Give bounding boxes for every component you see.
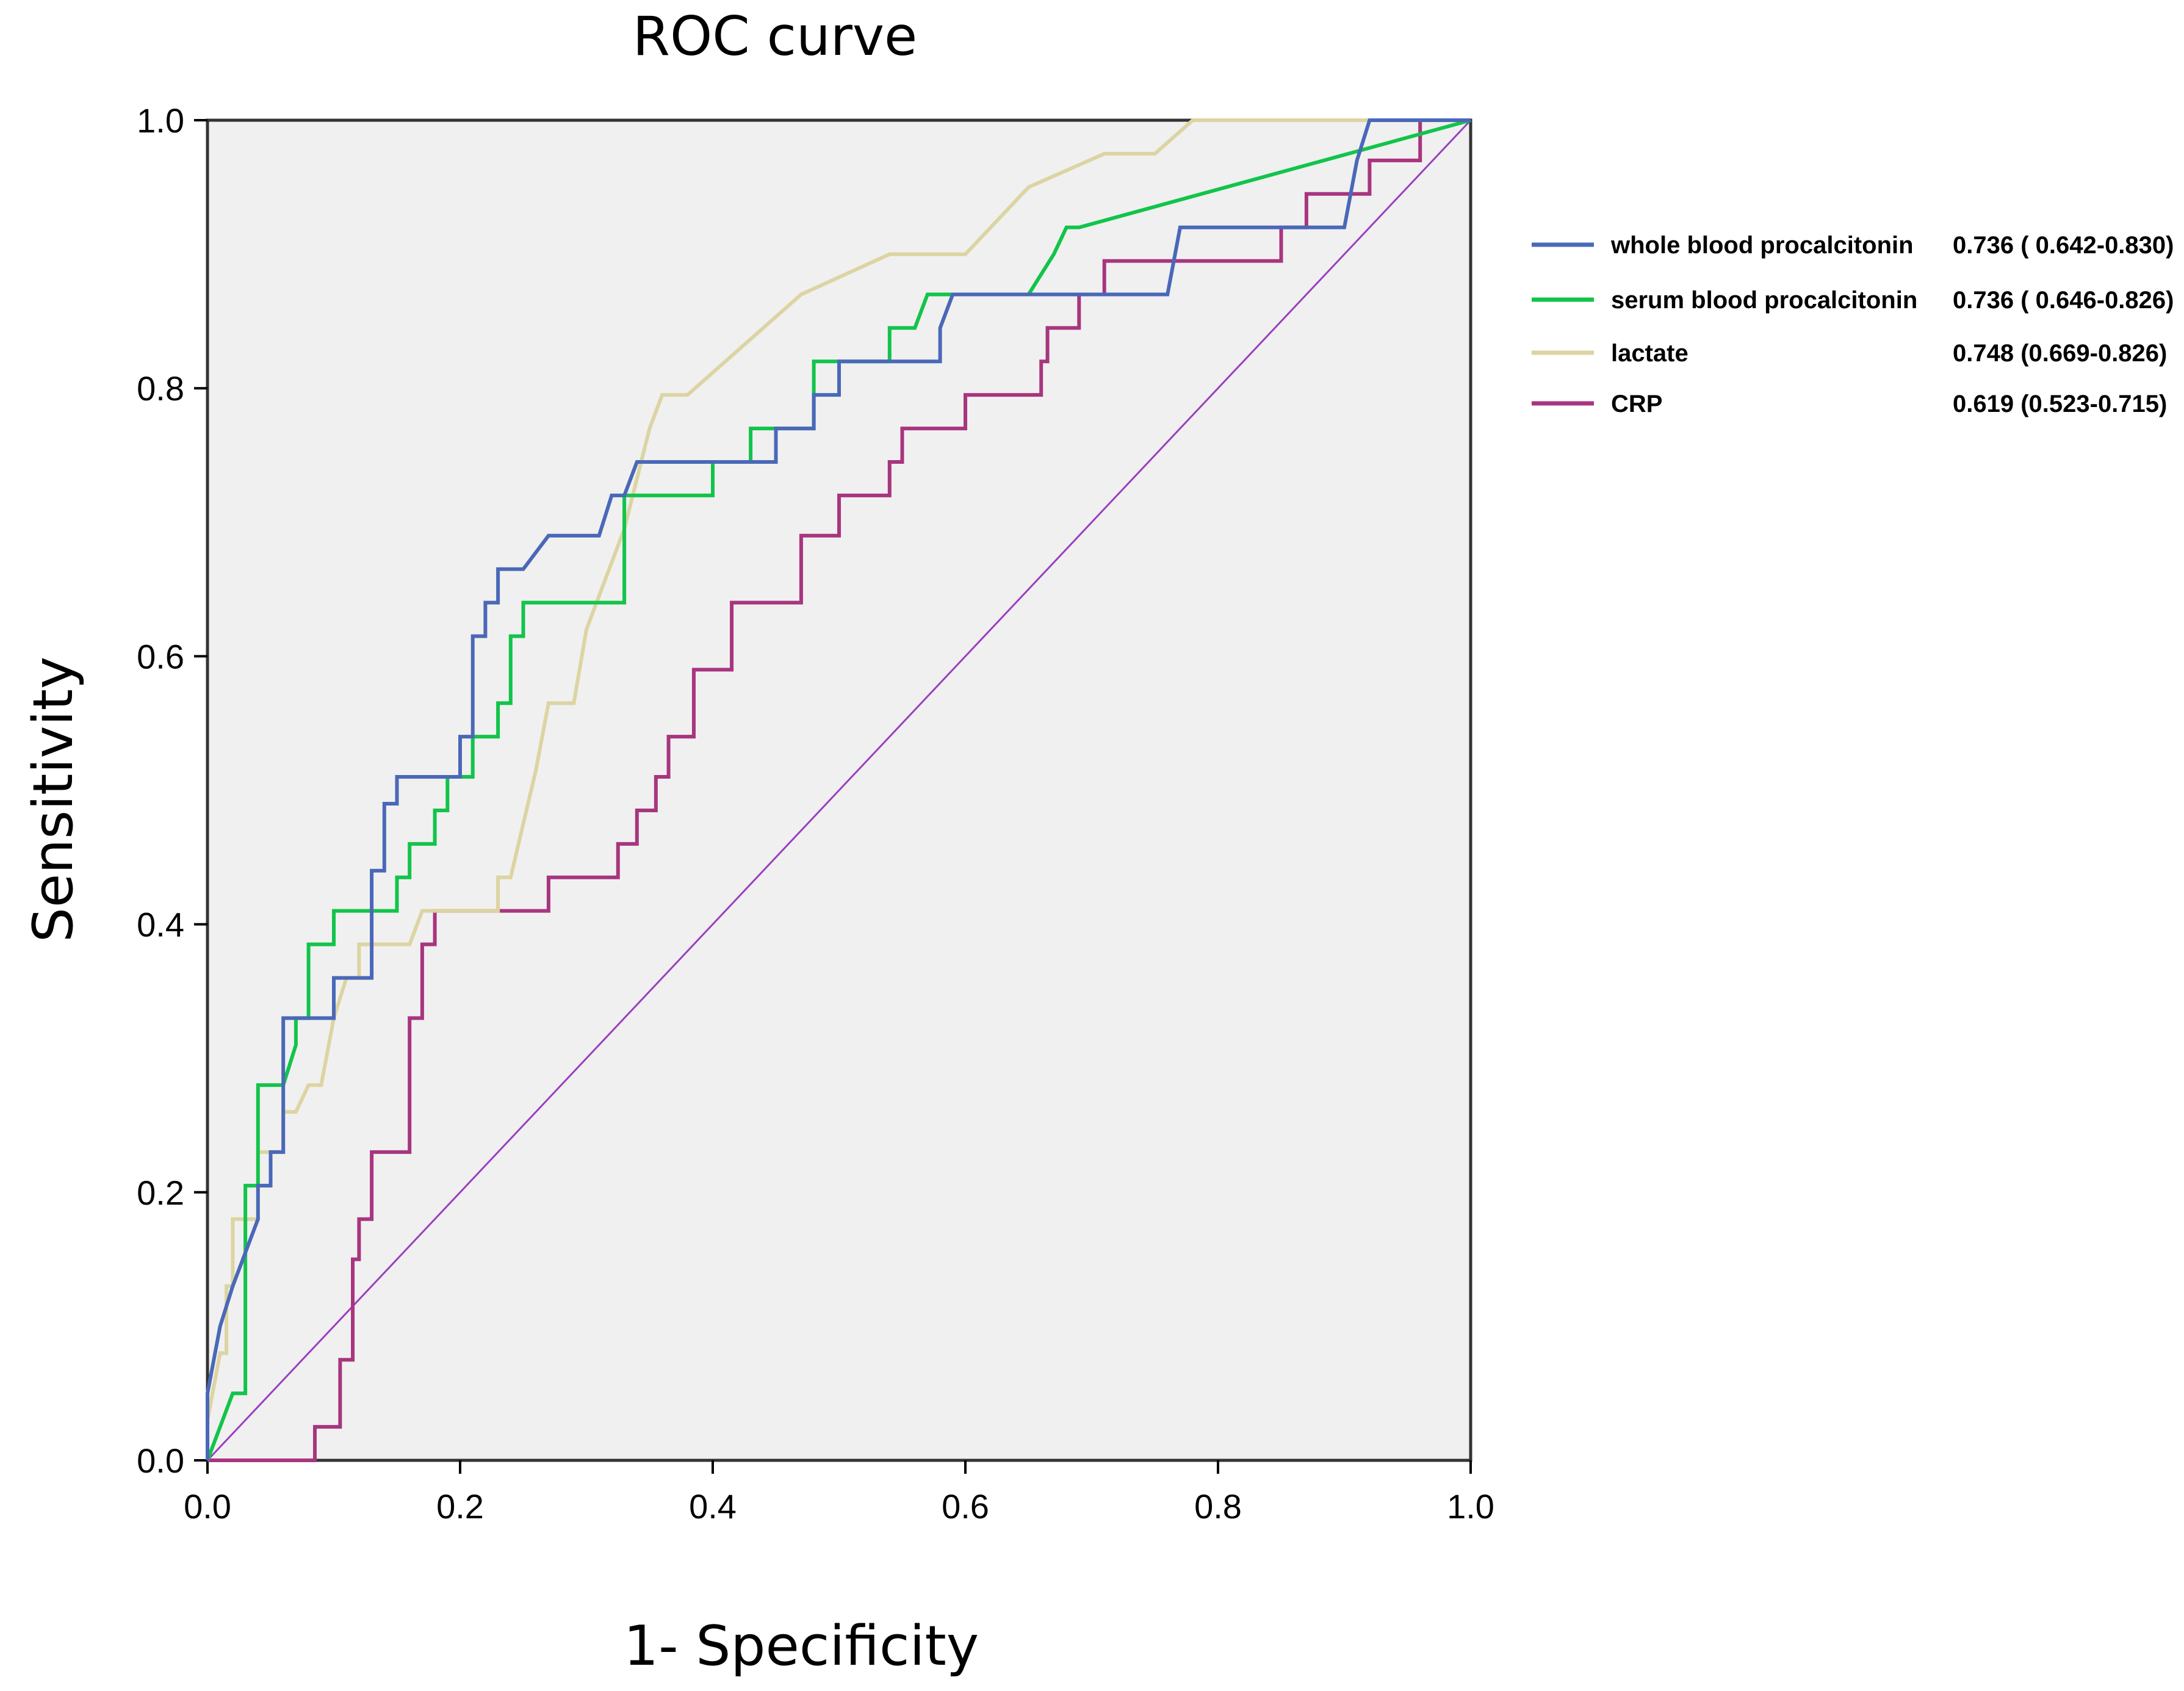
y-tick-label: 0.4 — [137, 906, 184, 944]
series-lines — [206, 118, 1471, 1462]
legend: whole blood procalcitonin 0.736 ( 0.642-0… — [1532, 232, 2174, 417]
y-tick-label: 0.8 — [137, 369, 184, 408]
series-line-serum-blood-procalcitonin — [206, 118, 1471, 1462]
legend-label-whole-blood-procalcitonin: whole blood procalcitonin — [1610, 232, 1914, 259]
y-tick-label: 0.6 — [137, 637, 184, 676]
x-tick-label: 0.4 — [689, 1487, 737, 1526]
legend-stat-serum-blood-procalcitonin: 0.736 ( 0.646-0.826) — [1953, 287, 2174, 314]
x-tick-label: 0.8 — [1194, 1487, 1242, 1526]
y-axis: 0.0 0.2 0.4 0.6 0.8 1.0 — [137, 101, 207, 1480]
x-tick-label: 1.0 — [1447, 1487, 1494, 1526]
x-tick-label: 0.6 — [942, 1487, 989, 1526]
legend-label-lactate: lactate — [1611, 340, 1688, 367]
legend-label-serum-blood-procalcitonin: serum blood procalcitonin — [1611, 287, 1917, 314]
chart-title: ROC curve — [633, 5, 917, 68]
series-line-whole-blood-procalcitonin — [206, 118, 1471, 1460]
y-tick-label: 0.2 — [137, 1174, 184, 1212]
legend-label-crp: CRP — [1611, 391, 1662, 417]
reference-line — [206, 119, 1472, 1462]
legend-stat-lactate: 0.748 (0.669-0.826) — [1953, 340, 2167, 367]
x-axis: 0.0 0.2 0.4 0.6 0.8 1.0 — [184, 1460, 1494, 1526]
legend-stat-crp: 0.619 (0.523-0.715) — [1953, 391, 2167, 417]
x-axis-label: 1- Specificity — [624, 1614, 979, 1678]
y-tick-label: 0.0 — [137, 1441, 184, 1480]
series-line-crp — [207, 118, 1471, 1462]
y-tick-label: 1.0 — [137, 101, 184, 140]
reference-diagonal — [206, 119, 1472, 1462]
y-axis-label: Sensitivity — [21, 657, 85, 943]
legend-stat-whole-blood-procalcitonin: 0.736 ( 0.642-0.830) — [1953, 232, 2174, 259]
x-tick-label: 0.0 — [184, 1487, 231, 1526]
x-tick-label: 0.2 — [436, 1487, 484, 1526]
